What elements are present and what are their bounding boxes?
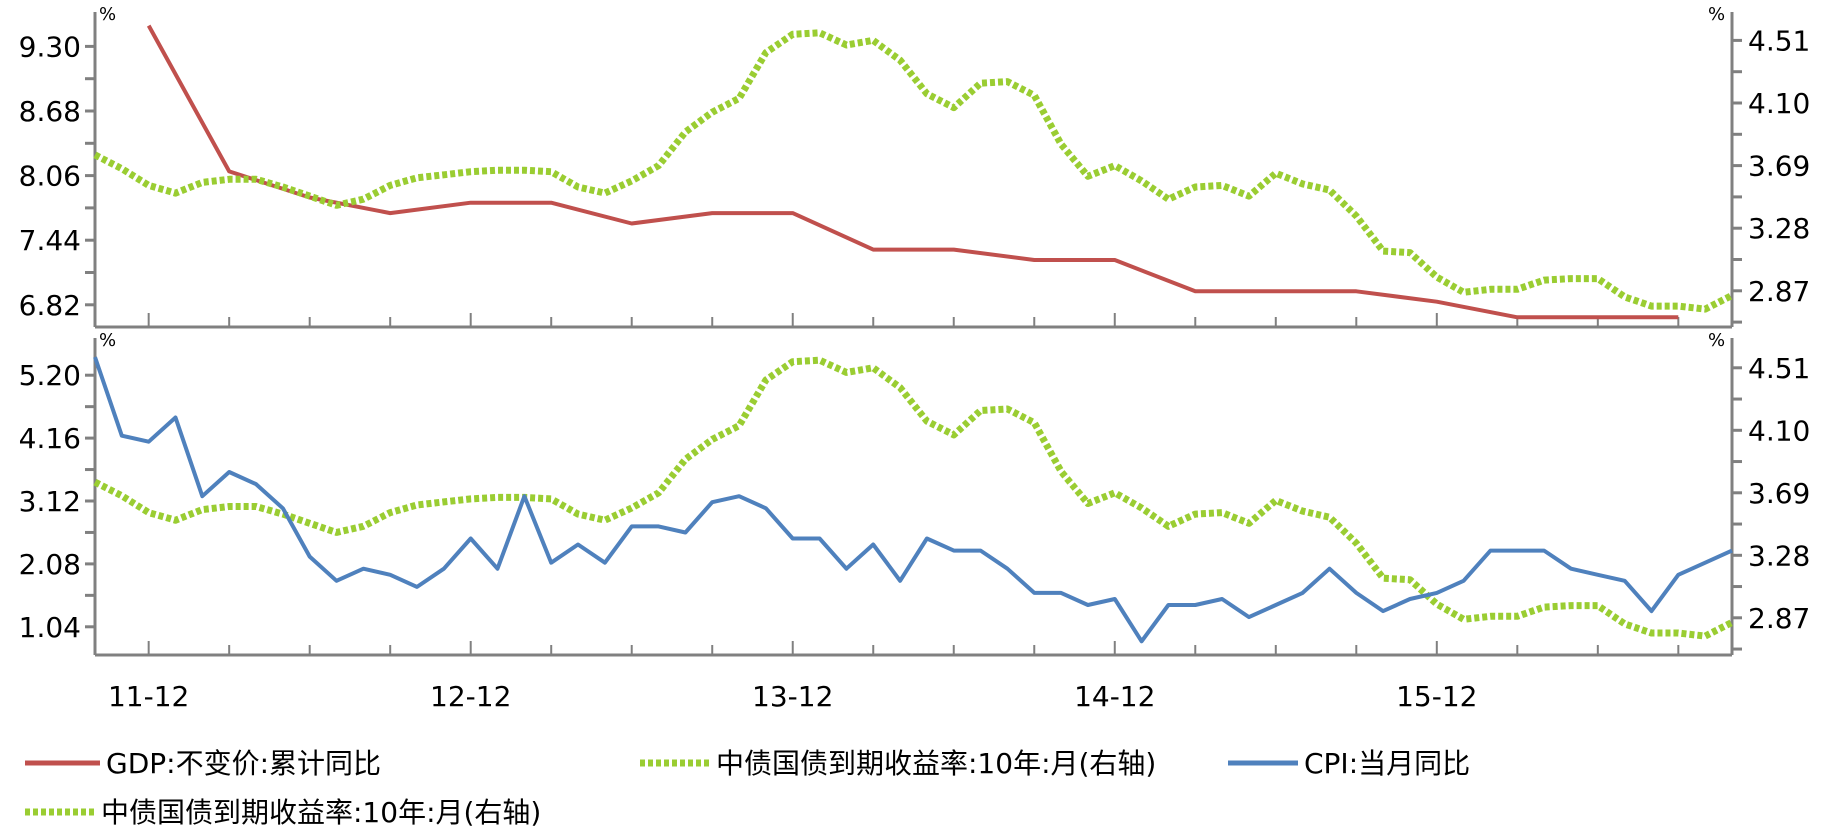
x-axis-labels: 11-12 12-12 13-12 14-12 15-12 bbox=[108, 680, 1478, 713]
right-unit-label: % bbox=[1708, 4, 1725, 25]
x-tick-label: 15-12 bbox=[1396, 680, 1477, 713]
right-tick-label: 3.28 bbox=[1748, 539, 1810, 572]
legend-item: CPI:当月同比 bbox=[1228, 747, 1470, 780]
legend-label: 中债国债到期收益率:10年:月(右轴) bbox=[101, 796, 541, 829]
right-tick-label: 3.69 bbox=[1748, 150, 1810, 183]
bond-yield-series-line bbox=[95, 33, 1732, 309]
left-tick-label: 8.06 bbox=[19, 160, 81, 193]
left-unit-label: % bbox=[99, 4, 116, 25]
right-tick-label: 4.51 bbox=[1748, 352, 1810, 385]
right-tick-label: 4.10 bbox=[1748, 87, 1810, 120]
right-tick-label: 4.10 bbox=[1748, 414, 1810, 447]
legend-item: GDP:不变价:累计同比 bbox=[25, 747, 381, 780]
right-tick-label: 3.28 bbox=[1748, 212, 1810, 245]
left-tick-label: 3.12 bbox=[19, 485, 81, 518]
right-tick-label: 2.87 bbox=[1748, 275, 1810, 308]
left-tick-label: 5.20 bbox=[19, 359, 81, 392]
left-tick-label: 8.68 bbox=[19, 95, 81, 128]
left-tick-label: 7.44 bbox=[19, 224, 81, 257]
right-tick-label: 4.51 bbox=[1748, 24, 1810, 57]
x-tick-label: 12-12 bbox=[430, 680, 511, 713]
right-tick-label: 3.69 bbox=[1748, 477, 1810, 510]
gdp-series-line bbox=[149, 26, 1679, 318]
x-tick-label: 11-12 bbox=[108, 680, 189, 713]
legend-label: GDP:不变价:累计同比 bbox=[106, 747, 381, 780]
x-tick-label: 14-12 bbox=[1074, 680, 1155, 713]
right-unit-label: % bbox=[1708, 330, 1725, 351]
x-tick-label: 13-12 bbox=[752, 680, 833, 713]
legend: GDP:不变价:累计同比 中债国债到期收益率:10年:月(右轴) CPI:当月同比中… bbox=[25, 747, 1470, 829]
chart-panel-1: % % 9.30 8.68 8.06 7.44 6.82 4.51 4.10 3.69 3.28 2.… bbox=[19, 4, 1811, 327]
legend-label: CPI:当月同比 bbox=[1304, 747, 1470, 780]
legend-item: 中债国债到期收益率:10年:月(右轴) bbox=[25, 796, 541, 829]
left-tick-label: 4.16 bbox=[19, 422, 81, 455]
left-tick-label: 6.82 bbox=[19, 289, 81, 322]
chart-panel-2: % % 5.20 4.16 3.12 2.08 1.04 4.51 4.10 3.69 3.28 2.… bbox=[19, 330, 1811, 655]
right-tick-label: 2.87 bbox=[1748, 602, 1810, 635]
legend-item: 中债国债到期收益率:10年:月(右轴) bbox=[640, 747, 1156, 780]
left-tick-label: 9.30 bbox=[19, 30, 81, 63]
left-tick-label: 1.04 bbox=[19, 611, 81, 644]
left-tick-label: 2.08 bbox=[19, 548, 81, 581]
legend-label: 中债国债到期收益率:10年:月(右轴) bbox=[716, 747, 1156, 780]
left-unit-label: % bbox=[99, 330, 116, 351]
bond-yield-series-line bbox=[95, 360, 1732, 636]
